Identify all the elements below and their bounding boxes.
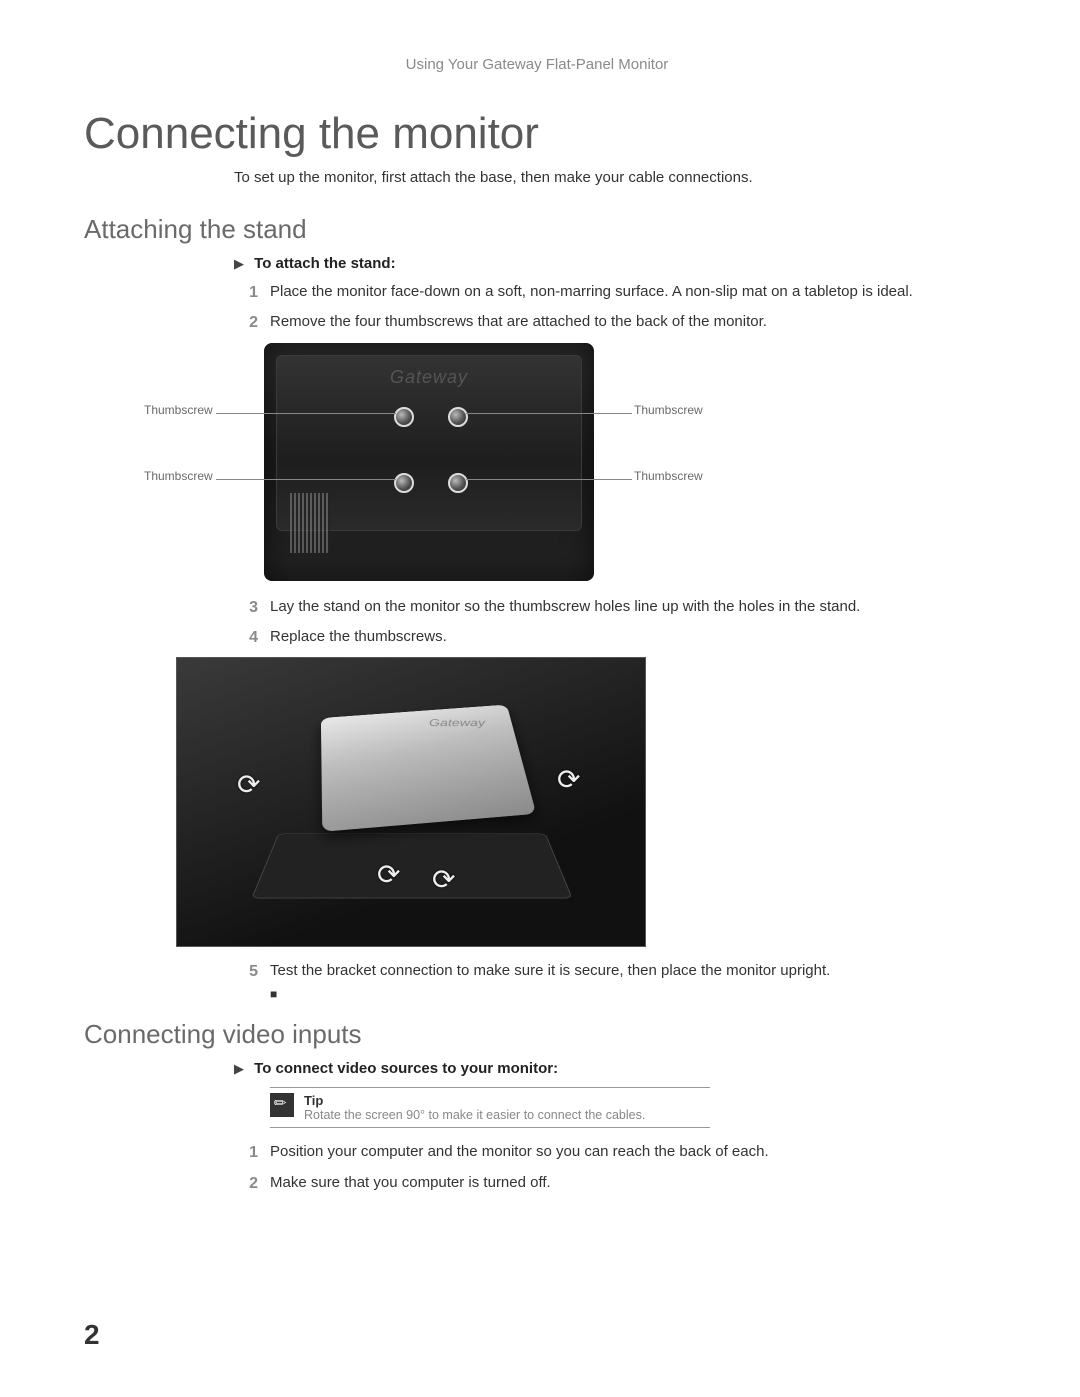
brand-label: Gateway [264, 367, 594, 388]
step-item: Place the monitor face-down on a soft, n… [234, 282, 990, 302]
rotation-arrow-icon: ⟳ [432, 873, 466, 917]
stand-graphic: Gateway [321, 705, 536, 832]
rotation-arrow-icon: ⟳ [557, 773, 591, 817]
callout-line [466, 479, 632, 480]
arrow-icon: ▶ [234, 256, 244, 271]
step-item: Make sure that you computer is turned of… [234, 1173, 990, 1193]
divider [270, 1127, 710, 1128]
callout-label: Thumbscrew [144, 469, 213, 483]
tip-title: Tip [304, 1093, 645, 1108]
rotation-arrow-icon: ⟳ [377, 868, 411, 912]
figure-monitor-back: Gateway Thumbscrew Thumbscrew Thumbscrew Th… [84, 343, 990, 583]
callout-label: Thumbscrew [634, 469, 703, 483]
brand-label: Gateway [429, 717, 486, 728]
step-item: Position your computer and the monitor s… [234, 1142, 990, 1162]
divider [270, 1087, 710, 1088]
thumbscrew-icon [448, 473, 468, 493]
procedure-heading-video: ▶ To connect video sources to your monit… [234, 1060, 990, 1077]
steps-list-attach: Place the monitor face-down on a soft, n… [234, 282, 990, 333]
step-item: Lay the stand on the monitor so the thum… [234, 597, 990, 617]
monitor-back-illustration: Gateway [264, 343, 594, 581]
running-header: Using Your Gateway Flat-Panel Monitor [84, 56, 990, 73]
section-heading-video: Connecting video inputs [84, 1019, 990, 1050]
thumbscrew-icon [448, 407, 468, 427]
intro-text: To set up the monitor, first attach the … [234, 169, 990, 186]
figure-stand-assembly: Gateway ⟳ ⟳ ⟳ ⟳ [84, 657, 990, 947]
page-title: Connecting the monitor [84, 109, 990, 159]
steps-list-attach-end: Test the bracket connection to make sure… [234, 961, 990, 981]
arrow-icon: ▶ [234, 1061, 244, 1076]
section-heading-attach: Attaching the stand [84, 214, 990, 245]
tip-callout: Tip Rotate the screen 90° to make it eas… [270, 1087, 710, 1128]
rotation-arrow-icon: ⟳ [237, 778, 271, 822]
tip-body: Rotate the screen 90° to make it easier … [304, 1108, 645, 1122]
step-item: Replace the thumbscrews. [234, 627, 990, 647]
page-number: 2 [84, 1319, 100, 1351]
callout-line [216, 479, 396, 480]
vent-graphic [290, 493, 330, 553]
end-of-procedure-icon: ■ [270, 987, 990, 1001]
steps-list-video: Position your computer and the monitor s… [234, 1142, 990, 1193]
callout-line [466, 413, 632, 414]
callout-label: Thumbscrew [144, 403, 213, 417]
thumbscrew-icon [394, 473, 414, 493]
procedure-label: To connect video sources to your monitor… [254, 1060, 558, 1077]
base-plate-graphic [253, 834, 572, 898]
step-item: Test the bracket connection to make sure… [234, 961, 990, 981]
steps-list-attach-cont: Lay the stand on the monitor so the thum… [234, 597, 990, 648]
procedure-heading-attach: ▶ To attach the stand: [234, 255, 990, 272]
procedure-label: To attach the stand: [254, 255, 395, 272]
thumbscrew-icon [394, 407, 414, 427]
callout-line [216, 413, 396, 414]
callout-label: Thumbscrew [634, 403, 703, 417]
tip-icon [270, 1093, 294, 1117]
step-item: Remove the four thumbscrews that are att… [234, 312, 990, 332]
